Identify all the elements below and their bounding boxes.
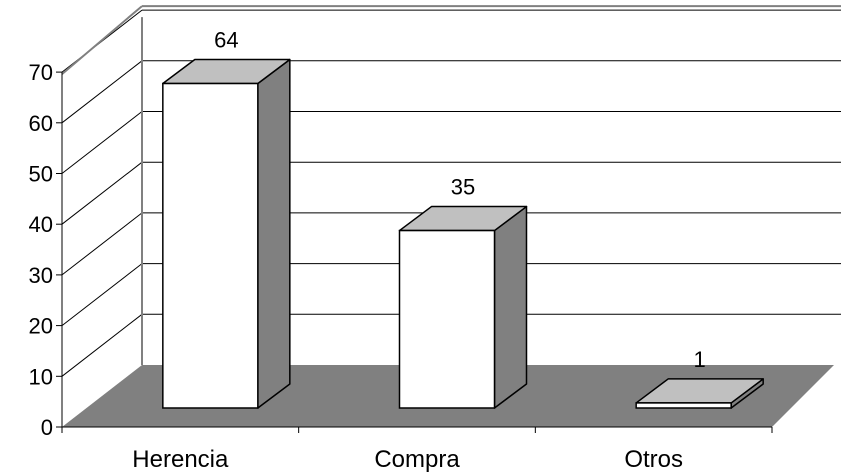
gridline-side	[61, 212, 143, 276]
data-label: 35	[451, 175, 475, 200]
data-label: 64	[214, 28, 238, 53]
axes	[56, 71, 773, 433]
x-category-label: Compra	[374, 446, 460, 472]
bar-herencia: 64	[162, 28, 291, 409]
y-tick-label: 10	[29, 364, 53, 389]
x-category-label: Herencia	[132, 446, 229, 472]
y-tick-label: 40	[29, 212, 53, 237]
y-axis-tick-labels: 0 10 20 30 40 50 60 70	[29, 60, 53, 440]
bar-front-face	[162, 82, 259, 409]
y-tick-label: 30	[29, 263, 53, 288]
y-tick-label: 20	[29, 314, 53, 339]
category-labels: Herencia Compra Otros	[132, 446, 683, 472]
y-tick-label: 0	[41, 415, 53, 440]
gridline-side	[61, 60, 143, 124]
y-tick-label: 70	[29, 60, 53, 85]
side-wall-top-edge	[61, 5, 143, 75]
gridline-side	[61, 161, 143, 225]
data-label: 1	[694, 347, 706, 372]
bar-otros: 1	[635, 347, 764, 409]
side-wall	[61, 5, 841, 377]
y-tick-label: 60	[29, 111, 53, 136]
bars: 64 35 1	[162, 28, 764, 409]
y-tick-label: 50	[29, 162, 53, 187]
bar-compra: 35	[398, 175, 528, 409]
bar-front-face	[635, 402, 732, 409]
x-category-label: Otros	[624, 446, 683, 472]
gridline-side	[61, 263, 143, 326]
bar-side-face	[493, 205, 528, 409]
gridline-side	[61, 313, 143, 377]
bar-front-face	[398, 229, 496, 409]
bar-side-face	[257, 58, 291, 409]
gridline-side	[61, 111, 143, 174]
